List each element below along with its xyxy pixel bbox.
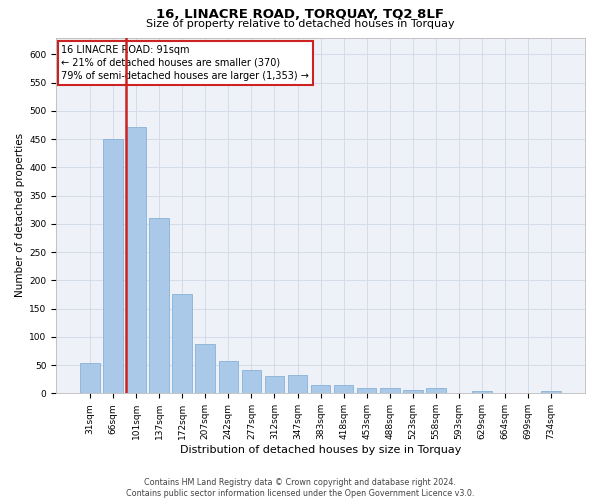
Text: Contains HM Land Registry data © Crown copyright and database right 2024.
Contai: Contains HM Land Registry data © Crown c…: [126, 478, 474, 498]
Bar: [357, 388, 376, 394]
Text: 16 LINACRE ROAD: 91sqm
← 21% of detached houses are smaller (370)
79% of semi-de: 16 LINACRE ROAD: 91sqm ← 21% of detached…: [61, 44, 310, 81]
Bar: [80, 363, 100, 394]
Bar: [218, 360, 238, 394]
Bar: [265, 376, 284, 394]
Bar: [103, 139, 123, 394]
Bar: [196, 344, 215, 394]
Bar: [126, 126, 146, 394]
Bar: [472, 391, 492, 394]
Bar: [380, 388, 400, 394]
Bar: [242, 370, 261, 394]
X-axis label: Distribution of detached houses by size in Torquay: Distribution of detached houses by size …: [180, 445, 461, 455]
Bar: [149, 218, 169, 394]
Text: Size of property relative to detached houses in Torquay: Size of property relative to detached ho…: [146, 19, 454, 29]
Bar: [172, 294, 192, 394]
Bar: [334, 385, 353, 394]
Bar: [426, 388, 446, 394]
Y-axis label: Number of detached properties: Number of detached properties: [15, 134, 25, 298]
Text: 16, LINACRE ROAD, TORQUAY, TQ2 8LF: 16, LINACRE ROAD, TORQUAY, TQ2 8LF: [156, 8, 444, 20]
Bar: [288, 376, 307, 394]
Bar: [311, 385, 331, 394]
Bar: [541, 391, 561, 394]
Bar: [403, 390, 422, 394]
